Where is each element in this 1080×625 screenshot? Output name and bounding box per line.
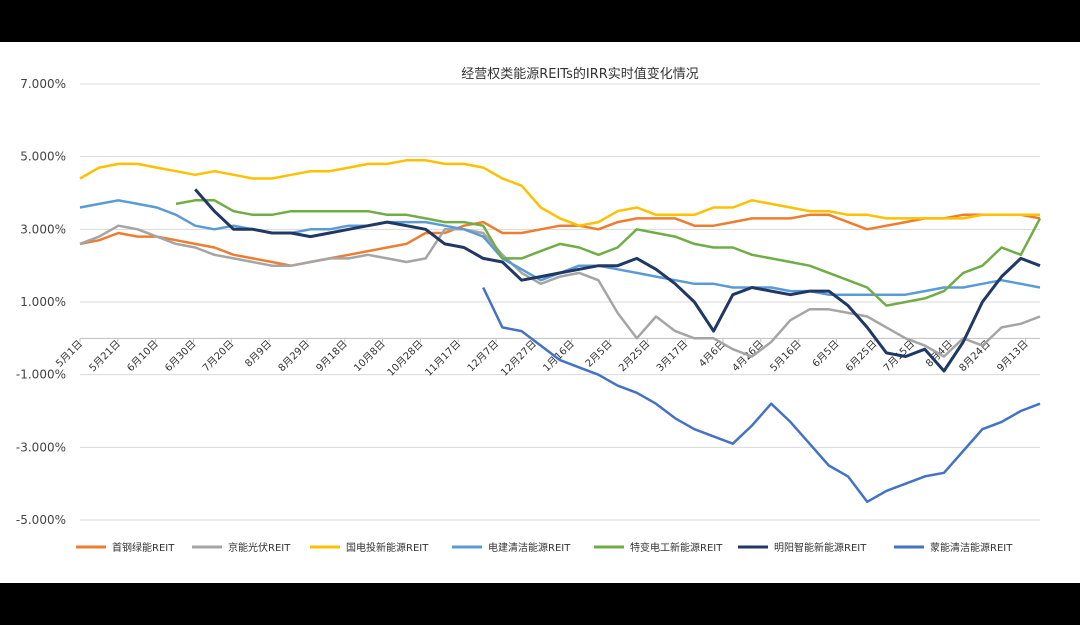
y-tick-label: 5.000%: [20, 150, 66, 164]
x-tick-label: 8月9日: [243, 338, 275, 370]
x-tick-label: 2月25日: [616, 338, 652, 374]
legend-label: 电建清洁能源REIT: [488, 541, 571, 554]
x-axis-ticks: 5月1日 5月21日 6月10日 6月30日 7月20日 8月9日 8月29日 9月18日 10…: [53, 338, 1030, 379]
legend-label: 京能光伏REIT: [228, 541, 291, 554]
x-tick-label: 5月16日: [768, 338, 804, 374]
series-line: [194, 188, 1041, 373]
x-tick-label: 10月8日: [352, 338, 388, 374]
x-tick-label: 9月13日: [995, 338, 1031, 374]
x-tick-label: 5月21日: [87, 338, 123, 374]
chart-panel: 经营权类能源REITs的IRR实时值变化情况 7.000% 5.000% 3.000…: [0, 42, 1080, 583]
y-tick-label: 3.000%: [20, 222, 66, 236]
x-tick-label: 9月18日: [314, 338, 350, 374]
x-tick-label: 7月20日: [200, 338, 236, 374]
x-tick-label: 6月10日: [125, 338, 161, 374]
x-tick-label: 10月28日: [385, 338, 426, 379]
y-tick-label: 1.000%: [20, 295, 66, 309]
legend-label: 蒙能清洁能源REIT: [930, 541, 1013, 554]
x-tick-label: 11月17日: [423, 338, 464, 379]
series-line: [175, 199, 1042, 307]
y-axis-ticks: 7.000% 5.000% 3.000% 1.000% -1.000% -3.000% -5…: [16, 77, 66, 527]
series-line: [79, 159, 1040, 227]
x-tick-label: 6月5日: [810, 338, 842, 370]
x-tick-label: 12月7日: [465, 338, 501, 374]
legend: 首钢绿能REIT 京能光伏REIT 国电投新能源REIT 电建清洁能源REIT 特变电工…: [76, 541, 1013, 554]
x-tick-label: 5月1日: [53, 338, 85, 370]
x-tick-label: 8月29日: [276, 338, 312, 374]
y-tick-label: -3.000%: [16, 440, 66, 454]
grid-lines: [80, 83, 1040, 521]
series-line: [79, 213, 1041, 267]
series-lines: [79, 159, 1042, 504]
series-line: [79, 199, 1041, 296]
y-tick-label: -5.000%: [16, 513, 66, 527]
series-line: [482, 286, 1041, 504]
legend-label: 特变电工新能源REIT: [630, 541, 723, 554]
line-chart: 经营权类能源REITs的IRR实时值变化情况 7.000% 5.000% 3.000…: [16, 66, 1042, 554]
x-tick-label: 3月17日: [654, 338, 690, 374]
x-tick-label: 2月5日: [583, 338, 615, 370]
series-line: [79, 224, 1041, 358]
y-tick-label: -1.000%: [16, 368, 66, 382]
chart-title: 经营权类能源REITs的IRR实时值变化情况: [461, 66, 699, 82]
x-tick-label: 6月30日: [162, 338, 198, 374]
x-tick-label: 12月27日: [498, 338, 539, 379]
x-tick-label: 1月16日: [541, 338, 577, 374]
legend-label: 国电投新能源REIT: [346, 541, 429, 554]
x-tick-label: 6月25日: [843, 338, 879, 374]
y-tick-label: 7.000%: [20, 77, 66, 91]
legend-label: 明阳智能新能源REIT: [774, 541, 867, 554]
legend-label: 首钢绿能REIT: [112, 541, 175, 554]
